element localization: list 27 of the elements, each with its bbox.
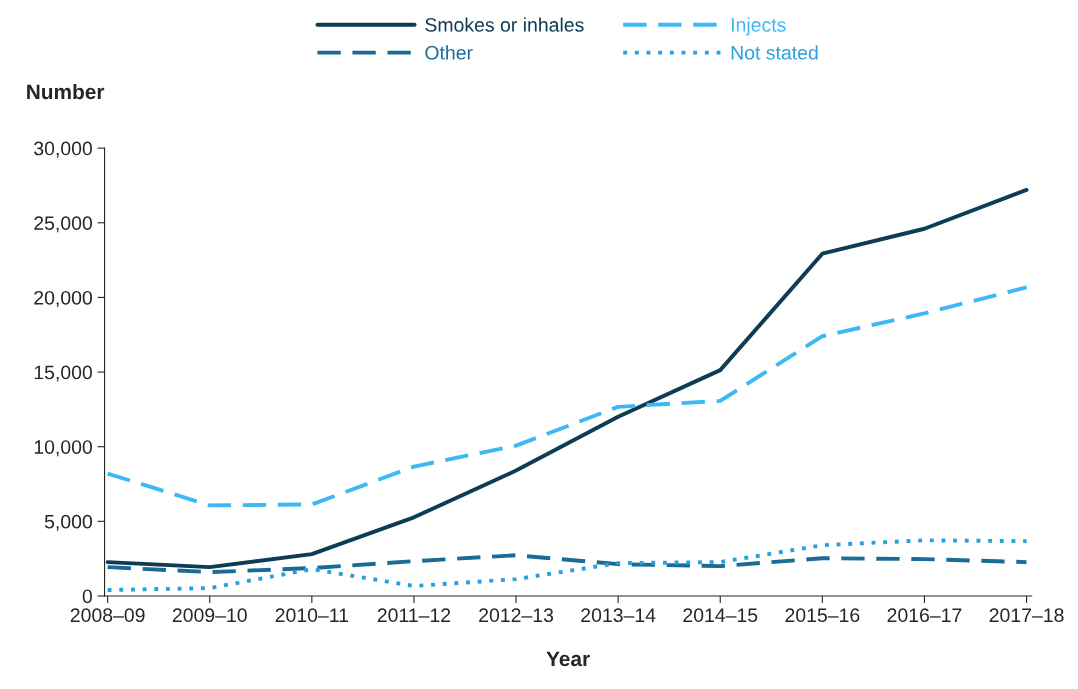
y-tick-label: 30,000 — [34, 141, 93, 158]
y-tick-label: 25,000 — [34, 216, 93, 233]
line-series — [105, 553, 1029, 575]
x-tick-label: 2014–15 — [683, 608, 758, 623]
x-tick-label: 2016–17 — [887, 608, 962, 623]
x-tick-label: 2015–16 — [785, 608, 860, 623]
x-tick-label: 2013–14 — [581, 608, 656, 623]
y-tick-label: 0 — [82, 589, 92, 604]
line-series — [105, 187, 1029, 570]
x-tick-label: 2010–11 — [275, 608, 349, 623]
text: Other — [425, 45, 473, 60]
x-axis-title: Year — [546, 651, 590, 667]
x-tick-label: 2008–09 — [70, 608, 145, 623]
y-tick-label: 10,000 — [34, 440, 93, 457]
y-axis-title: Number — [27, 83, 105, 100]
text: Not stated — [731, 45, 818, 60]
text: Injects — [731, 17, 786, 36]
line-series — [105, 285, 1029, 508]
x-tick-label: 2012–13 — [479, 608, 554, 623]
y-tick-label: 15,000 — [34, 365, 93, 382]
line-series — [105, 538, 1029, 592]
text: Smokes or inhales — [425, 17, 584, 32]
x-tick-label: 2009–10 — [172, 608, 247, 623]
y-tick-label: 20,000 — [34, 290, 93, 307]
x-tick-label: 2017–18 — [989, 608, 1064, 623]
y-tick-label: 5,000 — [44, 514, 92, 531]
x-tick-label: 2011–12 — [377, 608, 451, 623]
